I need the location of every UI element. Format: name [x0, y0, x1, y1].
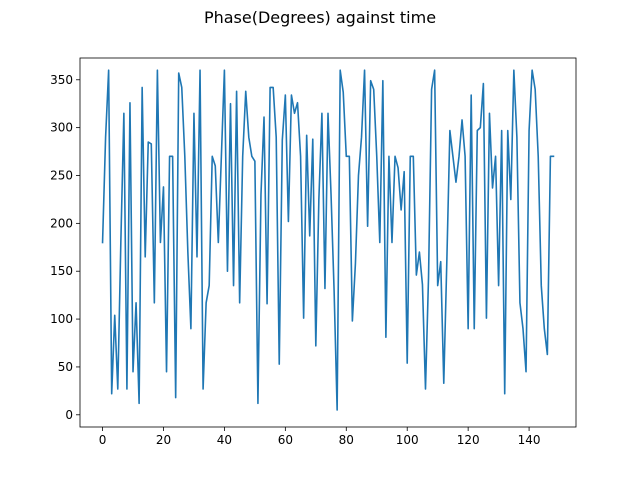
axes-frame	[79, 57, 577, 428]
x-tick-label: 0	[99, 433, 107, 447]
y-tick-label: 250	[50, 168, 73, 182]
y-tick-label: 50	[58, 360, 73, 374]
y-tick-label: 200	[50, 216, 73, 230]
x-tick-label: 120	[457, 433, 480, 447]
y-tick-label: 300	[50, 121, 73, 135]
y-tick-label: 150	[50, 264, 73, 278]
x-tick-label: 80	[339, 433, 354, 447]
plot-area: 0 20 40 60 80 100 120 140 0 50 100 150 200 250 300 350	[50, 57, 577, 447]
x-tick-label: 140	[518, 433, 541, 447]
series-line-phase	[101, 69, 555, 411]
chart-title: Phase(Degrees) against time	[204, 8, 436, 27]
y-tick-label: 0	[65, 408, 73, 422]
y-tick-label: 100	[50, 312, 73, 326]
x-tick-label: 100	[396, 433, 419, 447]
y-tick-label: 350	[50, 73, 73, 87]
x-tick-label: 40	[217, 433, 232, 447]
x-tick-label: 60	[278, 433, 293, 447]
x-tick-label: 20	[156, 433, 171, 447]
